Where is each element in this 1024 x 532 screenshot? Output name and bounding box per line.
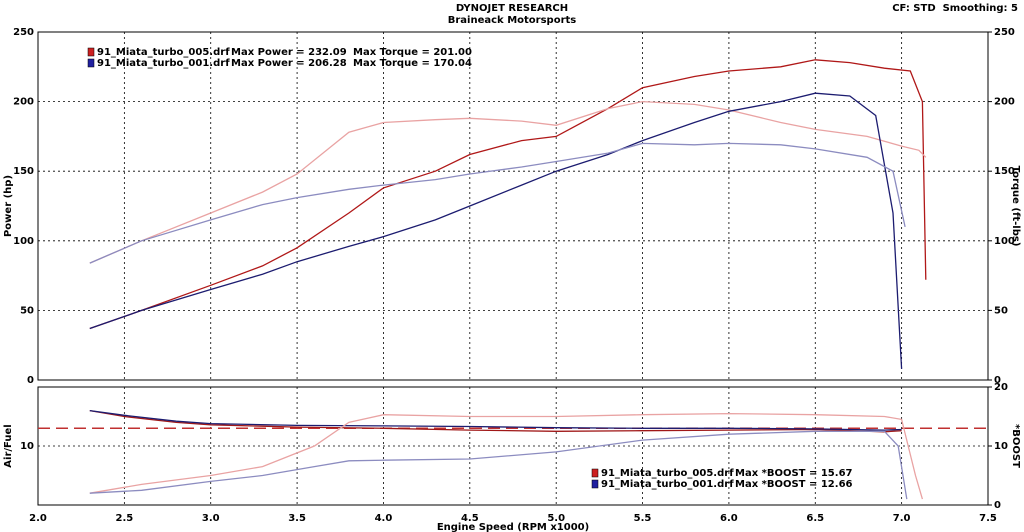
- series-line: [89, 409, 902, 431]
- x-tick-label: 6.5: [806, 513, 824, 524]
- x-tick-label: 6.0: [720, 513, 738, 524]
- legend-swatch: [591, 468, 599, 478]
- y2-tick-label: 150: [994, 166, 1015, 177]
- x-axis-label: Engine Speed (RPM x1000): [437, 522, 589, 532]
- title: DYNOJET RESEARCH: [456, 3, 568, 14]
- series-line: [89, 142, 906, 264]
- y2-tick-label: 50: [994, 305, 1008, 316]
- y2-axis-label: Torque (ft-lbs): [1010, 166, 1021, 247]
- y-tick-label: 0: [27, 375, 34, 386]
- y-tick-label: 200: [13, 97, 34, 108]
- x-tick-label: 3.0: [202, 513, 220, 524]
- legend-swatch: [591, 479, 599, 489]
- settings: CF: STD Smoothing: 5: [892, 3, 1018, 14]
- series-line: [89, 412, 924, 500]
- y-tick-label: 250: [13, 27, 34, 38]
- x-tick-label: 3.5: [288, 513, 306, 524]
- plot-frame: [37, 31, 989, 381]
- y2-tick-label: 200: [994, 97, 1015, 108]
- y2-axis-label: *BOOST: [1010, 424, 1021, 468]
- legend-swatch: [87, 58, 95, 68]
- y2-tick-label: 0: [994, 500, 1001, 511]
- x-tick-label: 2.0: [29, 513, 47, 524]
- legend-file: 91_Miata_turbo_005.drf: [601, 468, 734, 479]
- series-line: [89, 100, 927, 264]
- legend-file: 91_Miata_turbo_001.drf: [97, 58, 230, 69]
- x-tick-label: 4.5: [461, 513, 479, 524]
- series-line: [89, 92, 903, 369]
- legend-torque: Max Torque = 170.04: [353, 58, 472, 69]
- legend-swatch: [87, 47, 95, 57]
- plot-frame: [37, 386, 989, 506]
- legend-torque: Max Torque = 201.00: [353, 47, 472, 58]
- y-tick-label: 150: [13, 166, 34, 177]
- legend-file: 91_Miata_turbo_001.drf: [601, 479, 734, 490]
- series-line: [89, 59, 927, 330]
- y2-tick-label: 10: [994, 441, 1008, 452]
- y2-tick-label: 250: [994, 27, 1015, 38]
- y-tick-label: 10: [20, 441, 34, 452]
- subtitle: Braineack Motorsports: [448, 15, 577, 26]
- y-axis-label: Air/Fuel: [3, 424, 14, 467]
- y-axis-label: Power (hp): [3, 175, 14, 237]
- y2-tick-label: 20: [994, 382, 1008, 393]
- legend-power: Max Power = 232.09: [231, 47, 347, 58]
- x-tick-label: 7.5: [979, 513, 997, 524]
- y-tick-label: 50: [20, 305, 34, 316]
- legend-file: 91_Miata_turbo_005.drf: [97, 47, 230, 58]
- series-line: [89, 430, 908, 500]
- x-tick-label: 7.0: [893, 513, 911, 524]
- y2-tick-label: 0: [994, 375, 1001, 386]
- x-tick-label: 2.5: [116, 513, 134, 524]
- y2-tick-label: 100: [994, 236, 1015, 247]
- y-tick-label: 100: [13, 236, 34, 247]
- x-tick-label: 4.0: [375, 513, 393, 524]
- legend-power: Max Power = 206.28: [231, 58, 347, 69]
- legend-boost: Max *BOOST = 15.67: [735, 468, 853, 479]
- x-tick-label: 5.0: [547, 513, 565, 524]
- x-tick-label: 5.5: [634, 513, 652, 524]
- legend-boost: Max *BOOST = 12.66: [735, 479, 853, 490]
